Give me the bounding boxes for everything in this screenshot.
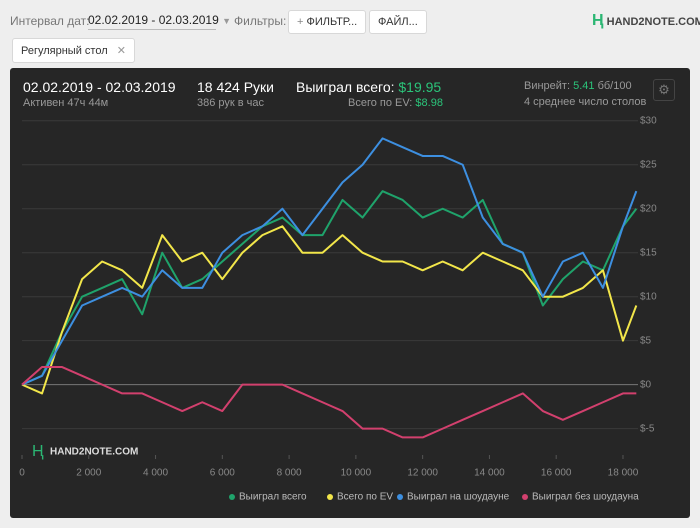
x-tick-label: 6 000 [210, 468, 235, 479]
won-value: $19.95 [398, 79, 442, 95]
x-tick-label: 18 000 [608, 468, 639, 479]
x-tick-label: 12 000 [407, 468, 438, 479]
watermark-icon: Ⱨ [32, 443, 44, 460]
legend-label: Выиграл без шоудауна [532, 491, 639, 503]
chart: HAND2NOTE.COM Ⱨ $30 $25 $20 $15 $10 $5 $0 $-5 0 2… [19, 115, 657, 503]
legend-swatch [327, 494, 333, 500]
y-tick-label: $0 [640, 379, 652, 390]
x-tick-label: 10 000 [341, 468, 372, 479]
settings-button[interactable]: ⚙ [653, 79, 675, 101]
filter-text: ФИЛЬТР... [306, 16, 358, 28]
file-text: ФАЙЛ... [378, 16, 418, 28]
legend-label: Выиграл всего [239, 492, 307, 503]
x-tick-label: 0 [19, 468, 25, 479]
active: Активен 47ч 44м [23, 97, 109, 109]
winrate: Винрейт: 5.41 бб/100 [524, 80, 632, 92]
y-tick-label: $20 [640, 203, 657, 214]
file-button[interactable]: ФАЙЛ... [369, 10, 427, 34]
x-tick-label: 2 000 [76, 468, 101, 479]
hands-per-hour: 386 рук в час [197, 97, 265, 109]
filters-label: Фильтры: [234, 14, 287, 28]
series-line [21, 225, 638, 395]
panel: 02.02.2019 - 02.03.2019 Активен 47ч 44м … [10, 68, 690, 518]
winrate-unit: бб/100 [597, 80, 632, 92]
watermark: HAND2NOTE.COM [50, 447, 138, 458]
ev-label: Всего по EV: [348, 97, 413, 109]
won: Выиграл всего: $19.95 [296, 79, 441, 95]
filter-button[interactable]: + ФИЛЬТР... [288, 10, 367, 34]
y-tick-label: $-5 [640, 423, 655, 434]
series-line [21, 137, 638, 386]
legend-swatch [229, 494, 235, 500]
period: 02.02.2019 - 02.03.2019 [23, 79, 176, 95]
y-tick-label: $5 [640, 335, 652, 346]
winrate-label: Винрейт: [524, 80, 571, 92]
date-label: Интервал дат: [10, 14, 90, 28]
x-tick-label: 14 000 [474, 468, 505, 479]
winrate-value: 5.41 [573, 80, 595, 92]
won-label: Выиграл всего: [296, 79, 395, 95]
x-tick-label: 16 000 [541, 468, 572, 479]
legend-label: Всего по EV [337, 492, 393, 503]
hands: 18 424 Руки [197, 79, 274, 95]
ev-value: $8.98 [415, 97, 443, 109]
tables: 4 среднее число столов [524, 96, 647, 108]
tag-text: Регулярный стол [21, 45, 108, 57]
y-tick-label: $10 [640, 291, 657, 302]
legend-swatch [397, 494, 403, 500]
y-tick-label: $25 [640, 159, 657, 170]
x-tick-label: 8 000 [277, 468, 302, 479]
y-tick-label: $15 [640, 247, 657, 258]
brand-text: HAND2NOTE.COM [606, 16, 700, 28]
legend-swatch [522, 494, 528, 500]
tag[interactable]: Регулярный стол ✕ [12, 38, 135, 63]
series-line [21, 190, 638, 386]
ev: Всего по EV: $8.98 [348, 97, 443, 109]
brand: Ⱨ HAND2NOTE.COM [592, 12, 700, 30]
y-tick-label: $30 [640, 115, 657, 126]
legend-label: Выиграл на шоудауне [407, 492, 510, 503]
date-select[interactable]: 02.02.2019 - 02.03.2019 ▼ [88, 13, 231, 30]
series-line [21, 366, 637, 439]
date-range: 02.02.2019 - 02.03.2019 [88, 13, 219, 27]
x-tick-label: 4 000 [143, 468, 168, 479]
